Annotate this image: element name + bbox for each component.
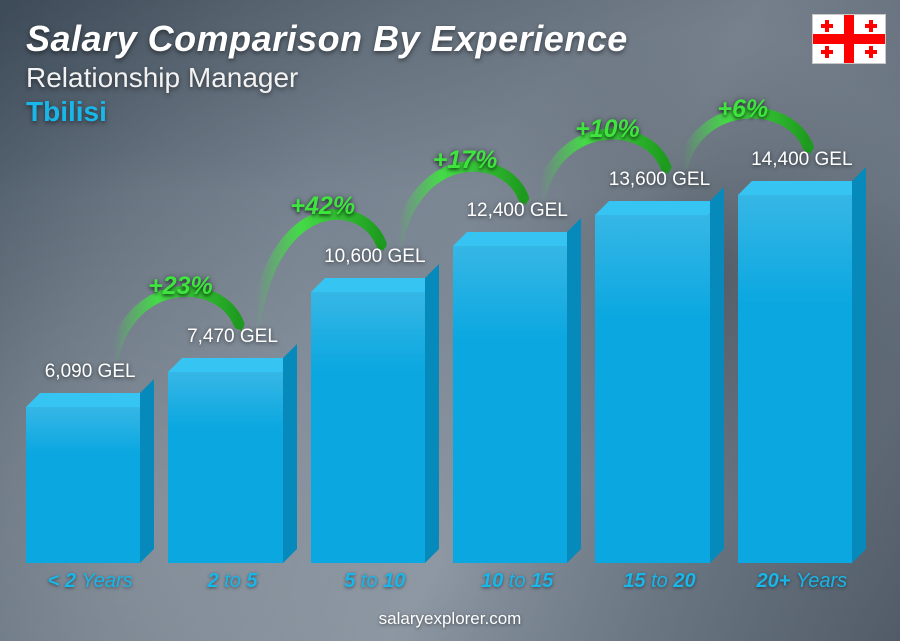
bar-shape — [595, 201, 723, 563]
pct-label: +17% — [433, 146, 498, 175]
bar-value-label: 7,470 GEL — [187, 326, 278, 348]
bar-0: 6,090 GEL — [26, 361, 154, 563]
bar-value-label: 14,400 GEL — [751, 149, 852, 171]
bar-shape — [311, 278, 439, 563]
title-main: Salary Comparison By Experience — [26, 18, 628, 60]
pct-label: +10% — [575, 115, 640, 144]
x-label: 10 to 15 — [453, 570, 581, 593]
pct-label: +6% — [717, 95, 768, 124]
x-label: 2 to 5 — [168, 570, 296, 593]
x-axis-labels: < 2 Years 2 to 5 5 to 10 10 to 15 15 to 20 20… — [22, 570, 870, 593]
footer-credit: salaryexplorer.com — [0, 609, 900, 629]
bar-value-label: 6,090 GEL — [45, 361, 136, 383]
bar-2: 10,600 GEL — [311, 246, 439, 563]
x-label: 15 to 20 — [595, 570, 723, 593]
flag-georgia-icon — [812, 14, 886, 64]
pct-label: +42% — [290, 192, 355, 221]
bar-shape — [738, 181, 866, 563]
bar-value-label: 13,600 GEL — [609, 169, 710, 191]
bar-value-label: 12,400 GEL — [466, 200, 567, 222]
infographic-stage: Salary Comparison By Experience Relation… — [0, 0, 900, 641]
bar-4: 13,600 GEL — [595, 169, 723, 563]
bar-5: 14,400 GEL — [738, 149, 866, 563]
bar-chart: 6,090 GEL 7,470 GEL 10,600 GEL 12,400 GEL 13… — [22, 83, 870, 593]
x-label: < 2 Years — [26, 570, 154, 593]
bar-shape — [26, 393, 154, 563]
bar-value-label: 10,600 GEL — [324, 246, 425, 268]
bar-shape — [453, 232, 581, 563]
bar-1: 7,470 GEL — [168, 326, 296, 563]
x-label: 5 to 10 — [311, 570, 439, 593]
bar-shape — [168, 358, 296, 563]
pct-label: +23% — [148, 272, 213, 301]
bar-3: 12,400 GEL — [453, 200, 581, 563]
x-label: 20+ Years — [738, 570, 866, 593]
